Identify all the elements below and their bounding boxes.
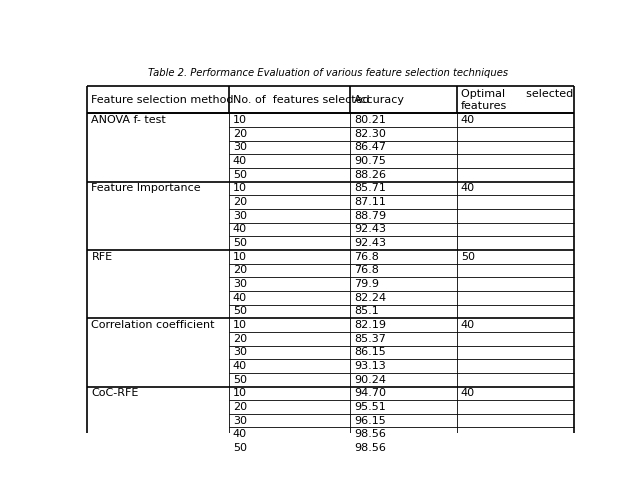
Text: Accuracy: Accuracy (355, 95, 405, 105)
Text: 10: 10 (233, 252, 247, 262)
Text: 20: 20 (233, 129, 247, 139)
Text: 30: 30 (233, 416, 247, 426)
Text: 50: 50 (461, 252, 475, 262)
Text: 90.24: 90.24 (355, 375, 387, 385)
Text: 30: 30 (233, 347, 247, 357)
Text: 40: 40 (461, 320, 475, 330)
Text: 40: 40 (233, 429, 247, 439)
Text: 85.71: 85.71 (355, 183, 386, 193)
Text: 79.9: 79.9 (355, 279, 380, 289)
Text: 20: 20 (233, 197, 247, 207)
Text: 86.15: 86.15 (355, 347, 386, 357)
Text: 40: 40 (233, 293, 247, 303)
Text: 76.8: 76.8 (355, 265, 379, 276)
Text: Correlation coefficient: Correlation coefficient (92, 320, 215, 330)
Text: 10: 10 (233, 388, 247, 399)
Text: 88.26: 88.26 (355, 170, 387, 180)
Text: 85.37: 85.37 (355, 334, 386, 344)
Text: 40: 40 (233, 156, 247, 166)
Text: 30: 30 (233, 142, 247, 153)
Text: 92.43: 92.43 (355, 238, 387, 248)
Text: 50: 50 (233, 443, 247, 453)
Text: No. of  features selected: No. of features selected (233, 95, 369, 105)
Text: 50: 50 (233, 238, 247, 248)
Text: 40: 40 (461, 115, 475, 125)
Text: 40: 40 (461, 388, 475, 399)
Text: 92.43: 92.43 (355, 225, 387, 234)
Text: 30: 30 (233, 279, 247, 289)
Text: 40: 40 (233, 361, 247, 371)
Text: 40: 40 (233, 225, 247, 234)
Text: 90.75: 90.75 (355, 156, 386, 166)
Text: 95.51: 95.51 (355, 402, 386, 412)
Text: CoC-RFE: CoC-RFE (92, 388, 139, 399)
Text: 98.56: 98.56 (355, 443, 386, 453)
Text: 76.8: 76.8 (355, 252, 379, 262)
Text: 40: 40 (461, 183, 475, 193)
Text: Feature selection method: Feature selection method (92, 95, 234, 105)
Text: Table 2. Performance Evaluation of various feature selection techniques: Table 2. Performance Evaluation of vario… (148, 68, 508, 78)
Text: 87.11: 87.11 (355, 197, 386, 207)
Text: 82.19: 82.19 (355, 320, 387, 330)
Text: 85.1: 85.1 (355, 306, 379, 316)
Text: 88.79: 88.79 (355, 211, 387, 221)
Text: 20: 20 (233, 265, 247, 276)
Text: 86.47: 86.47 (355, 142, 387, 153)
Text: 93.13: 93.13 (355, 361, 386, 371)
Text: 82.30: 82.30 (355, 129, 386, 139)
Text: 10: 10 (233, 183, 247, 193)
Text: Optimal      selected
features: Optimal selected features (461, 89, 573, 111)
Text: 50: 50 (233, 170, 247, 180)
Text: RFE: RFE (92, 252, 113, 262)
Text: 20: 20 (233, 334, 247, 344)
Text: 82.24: 82.24 (355, 293, 387, 303)
Text: 98.56: 98.56 (355, 429, 386, 439)
Text: ANOVA f- test: ANOVA f- test (92, 115, 166, 125)
Text: 10: 10 (233, 320, 247, 330)
Text: 50: 50 (233, 306, 247, 316)
Text: 30: 30 (233, 211, 247, 221)
Text: 10: 10 (233, 115, 247, 125)
Text: 50: 50 (233, 375, 247, 385)
Text: Feature Importance: Feature Importance (92, 183, 201, 193)
Text: 80.21: 80.21 (355, 115, 386, 125)
Text: 96.15: 96.15 (355, 416, 386, 426)
Text: 94.70: 94.70 (355, 388, 387, 399)
Text: 20: 20 (233, 402, 247, 412)
